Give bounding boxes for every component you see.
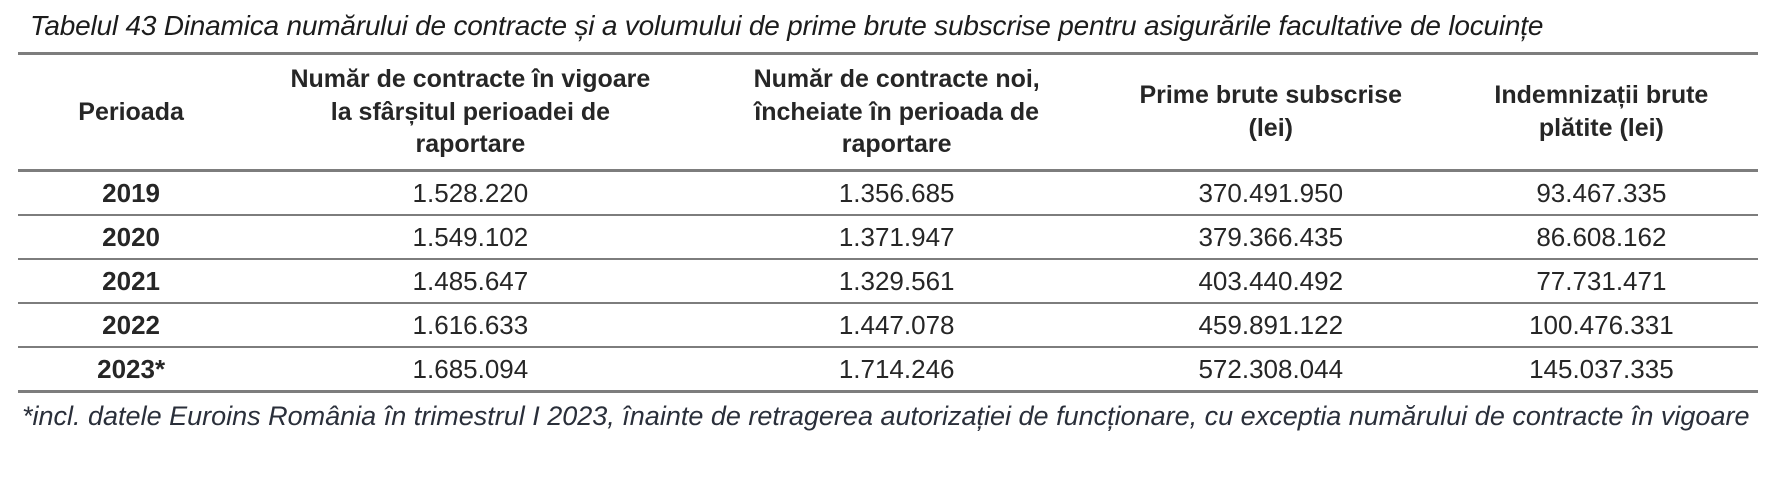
cell-prime-brute: 572.308.044 — [1198, 353, 1344, 384]
cell-contracte-vigoare: 1.616.633 — [412, 309, 529, 340]
col-header-perioada: Perioada — [78, 97, 184, 126]
table-row-2019: 2019 1.528.220 1.356.685 370.491.950 93.… — [18, 170, 1758, 215]
cell-period: 2021 — [102, 265, 161, 296]
table-row-2023: 2023* 1.685.094 1.714.246 572.308.044 14… — [18, 346, 1758, 392]
table-row-2020: 2020 1.549.102 1.371.947 379.366.435 86.… — [18, 214, 1758, 259]
table-footnote: *incl. datele Euroins România în trimest… — [22, 400, 1750, 431]
contracts-premiums-table: Perioada Număr de contracte în vigoare l… — [18, 52, 1758, 393]
table-caption: Tabelul 43 Dinamica numărului de contrac… — [30, 10, 1544, 41]
table-row-2021: 2021 1.485.647 1.329.561 403.440.492 77.… — [18, 258, 1758, 303]
cell-contracte-vigoare: 1.485.647 — [412, 265, 529, 296]
cell-period: 2022 — [102, 309, 161, 340]
cell-period: 2019 — [102, 177, 161, 208]
cell-contracte-noi: 1.447.078 — [838, 309, 955, 340]
col-header-contracte-vigoare: Număr de contracte în vigoare la sfârșit… — [290, 65, 651, 158]
cell-prime-brute: 459.891.122 — [1198, 309, 1344, 340]
cell-contracte-noi: 1.714.246 — [838, 353, 955, 384]
cell-period: 2023* — [97, 353, 166, 384]
col-header-prime-brute: Prime brute subscrise (lei) — [1139, 81, 1403, 142]
cell-contracte-noi: 1.329.561 — [838, 265, 955, 296]
cell-contracte-vigoare: 1.549.102 — [412, 221, 529, 252]
col-header-indemnizatii: Indemnizații brute plătite (lei) — [1494, 81, 1709, 142]
cell-indemnizatii: 100.476.331 — [1529, 309, 1674, 340]
cell-prime-brute: 379.366.435 — [1198, 221, 1344, 252]
cell-prime-brute: 403.440.492 — [1198, 265, 1344, 296]
cell-indemnizatii: 86.608.162 — [1536, 221, 1667, 252]
cell-prime-brute: 370.491.950 — [1198, 177, 1344, 208]
cell-period: 2020 — [102, 221, 161, 252]
cell-contracte-noi: 1.371.947 — [838, 221, 955, 252]
cell-contracte-vigoare: 1.685.094 — [412, 353, 529, 384]
header-row: Perioada Număr de contracte în vigoare l… — [18, 54, 1758, 170]
cell-indemnizatii: 145.037.335 — [1529, 353, 1674, 384]
cell-indemnizatii: 93.467.335 — [1536, 177, 1667, 208]
table-row-2022: 2022 1.616.633 1.447.078 459.891.122 100… — [18, 302, 1758, 347]
cell-contracte-noi: 1.356.685 — [838, 177, 955, 208]
cell-contracte-vigoare: 1.528.220 — [412, 177, 529, 208]
col-header-contracte-noi: Număr de contracte noi, încheiate în per… — [753, 65, 1040, 158]
cell-indemnizatii: 77.731.471 — [1536, 265, 1667, 296]
table-header: Perioada Număr de contracte în vigoare l… — [18, 54, 1758, 170]
table-body: 2019 1.528.220 1.356.685 370.491.950 93.… — [18, 170, 1758, 391]
